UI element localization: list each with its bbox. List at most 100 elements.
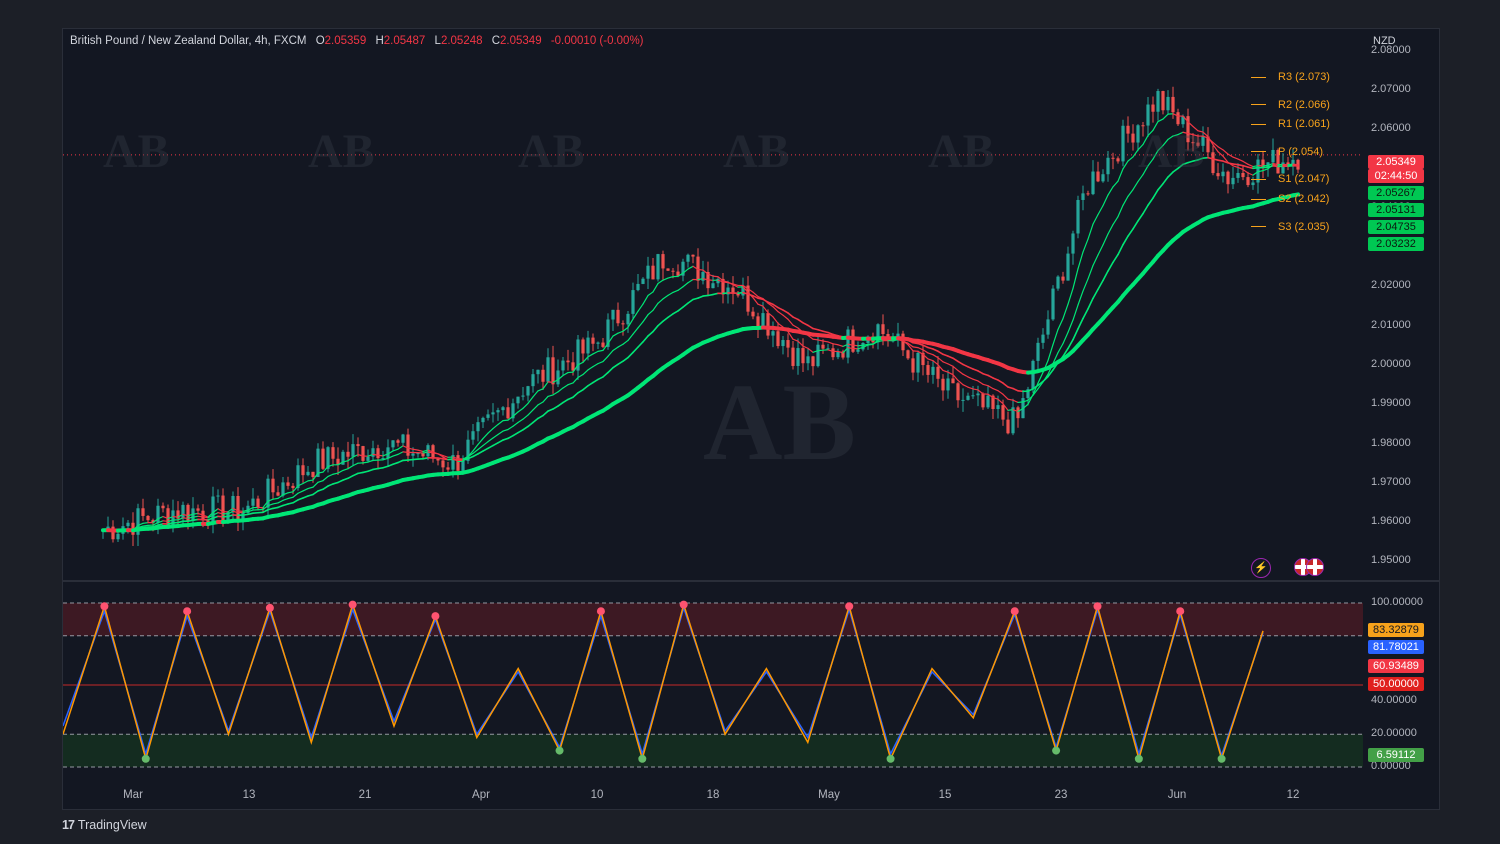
candle-body xyxy=(391,440,395,448)
candle-body xyxy=(276,492,280,496)
ma-line-2 xyxy=(282,497,289,501)
ma-line-1 xyxy=(837,350,844,354)
candle-body xyxy=(491,412,495,415)
ma-line-3 xyxy=(1232,163,1239,166)
candle-body xyxy=(721,278,725,295)
ma-line-2 xyxy=(997,390,1004,395)
candle-body xyxy=(151,520,155,523)
ma-line-3 xyxy=(797,318,804,324)
ma-line-1 xyxy=(1152,120,1159,131)
candle-body xyxy=(576,339,580,371)
ma-line-2 xyxy=(1097,244,1104,256)
ma-line-2 xyxy=(972,378,979,382)
overbought-dot xyxy=(431,612,440,621)
ma-line-3 xyxy=(452,458,459,461)
symbol-title[interactable]: British Pound / New Zealand Dollar, 4h, … xyxy=(70,35,307,47)
ma-line-1 xyxy=(677,272,684,278)
ma-line-1 xyxy=(732,284,739,288)
countdown-tag: 02:44:50 xyxy=(1368,169,1424,183)
ma-line-2 xyxy=(1067,319,1074,333)
ma-line-3 xyxy=(382,465,389,469)
uk-flag-icon[interactable] xyxy=(1306,558,1324,576)
ma-line-2 xyxy=(532,404,539,411)
ma-line-2 xyxy=(477,444,484,451)
ma-line-2 xyxy=(607,349,614,357)
candle-body xyxy=(216,495,220,497)
price-tick-label: 2.08000 xyxy=(1371,43,1411,56)
candle-body xyxy=(1116,158,1120,162)
ma-line-2 xyxy=(362,461,369,464)
ma-line-2 xyxy=(1082,278,1089,292)
ma-line-1 xyxy=(497,420,504,426)
ma-line-3 xyxy=(1082,308,1089,320)
candle-body xyxy=(1201,136,1205,146)
ma-line-3 xyxy=(637,341,644,348)
candle-body xyxy=(986,395,990,408)
overbought-dot xyxy=(100,602,109,611)
ma-line-3 xyxy=(547,408,554,412)
ma-line-2 xyxy=(542,395,549,403)
ma-line-3 xyxy=(1167,171,1174,178)
ma-line-1 xyxy=(562,371,569,377)
pivot-text: S2 (2.042) xyxy=(1278,193,1330,206)
candle-body xyxy=(1096,171,1100,182)
chart-canvas[interactable] xyxy=(63,29,1439,809)
ma-line-1 xyxy=(407,447,414,450)
time-tick-label: Jun xyxy=(1167,789,1187,801)
candle-body xyxy=(146,515,150,521)
ma-line-3 xyxy=(542,410,549,417)
overbought-dot xyxy=(1010,607,1019,616)
ma-line-1 xyxy=(1182,115,1189,123)
open-value: 2.05359 xyxy=(324,35,367,47)
ma-line-1 xyxy=(142,522,149,524)
candle-body xyxy=(786,340,790,348)
ma-line-3 xyxy=(1062,347,1069,358)
symbol-header[interactable]: British Pound / New Zealand Dollar, 4h, … xyxy=(70,35,650,47)
ma-line-2 xyxy=(207,514,214,519)
pivot-text: R2 (2.066) xyxy=(1278,98,1330,111)
ma-line-2 xyxy=(137,525,144,529)
ma-line-3 xyxy=(647,330,654,337)
ma-line-2 xyxy=(342,468,349,471)
ma-line-2 xyxy=(977,380,984,385)
open-label: O xyxy=(315,35,325,47)
ma-line-2 xyxy=(1017,401,1024,404)
time-tick-label: 15 xyxy=(938,789,952,801)
ma-line-1 xyxy=(602,342,609,352)
ma-line-1 xyxy=(987,393,994,399)
candle-body xyxy=(1156,91,1160,112)
ma-line-1 xyxy=(482,432,489,440)
ma-line-2 xyxy=(912,346,919,349)
ma-line-1 xyxy=(947,371,954,376)
ma-line-1 xyxy=(1157,118,1164,123)
ma-line-2 xyxy=(467,452,474,458)
candle-body xyxy=(1196,142,1200,146)
ma-line-1 xyxy=(487,427,494,434)
candle-body xyxy=(961,399,965,401)
lightning-icon[interactable]: ⚡ xyxy=(1251,558,1271,578)
ma-line-2 xyxy=(1037,381,1044,390)
ma-line-2 xyxy=(152,522,159,526)
candle-body xyxy=(966,395,970,400)
pivot-label: R1 (2.061) xyxy=(1251,118,1330,130)
ma-line-2 xyxy=(212,512,219,516)
ma-line-3 xyxy=(782,309,789,314)
ma-line-1 xyxy=(227,507,234,513)
ma-line-2 xyxy=(312,481,319,488)
ma-line-2 xyxy=(827,341,834,345)
ma-line-3 xyxy=(337,479,344,484)
candle-body xyxy=(531,374,535,387)
time-tick-label: 21 xyxy=(358,789,372,801)
ma-line-3 xyxy=(997,379,1004,384)
ma-line-1 xyxy=(522,402,529,409)
tradingview-logo[interactable]: 17 TradingView xyxy=(62,818,147,832)
ma-line-1 xyxy=(377,454,384,457)
candle-body xyxy=(221,495,225,523)
ma-line-2 xyxy=(292,492,299,498)
pivot-text: S3 (2.035) xyxy=(1278,220,1330,233)
chart-frame[interactable]: AB AB AB AB AB AB AB British Pound / New… xyxy=(62,28,1440,810)
ma-line-3 xyxy=(1107,261,1114,272)
ma-line-3 xyxy=(582,384,589,391)
ma-line-3 xyxy=(1152,189,1159,199)
ma-line-2 xyxy=(1152,149,1159,160)
